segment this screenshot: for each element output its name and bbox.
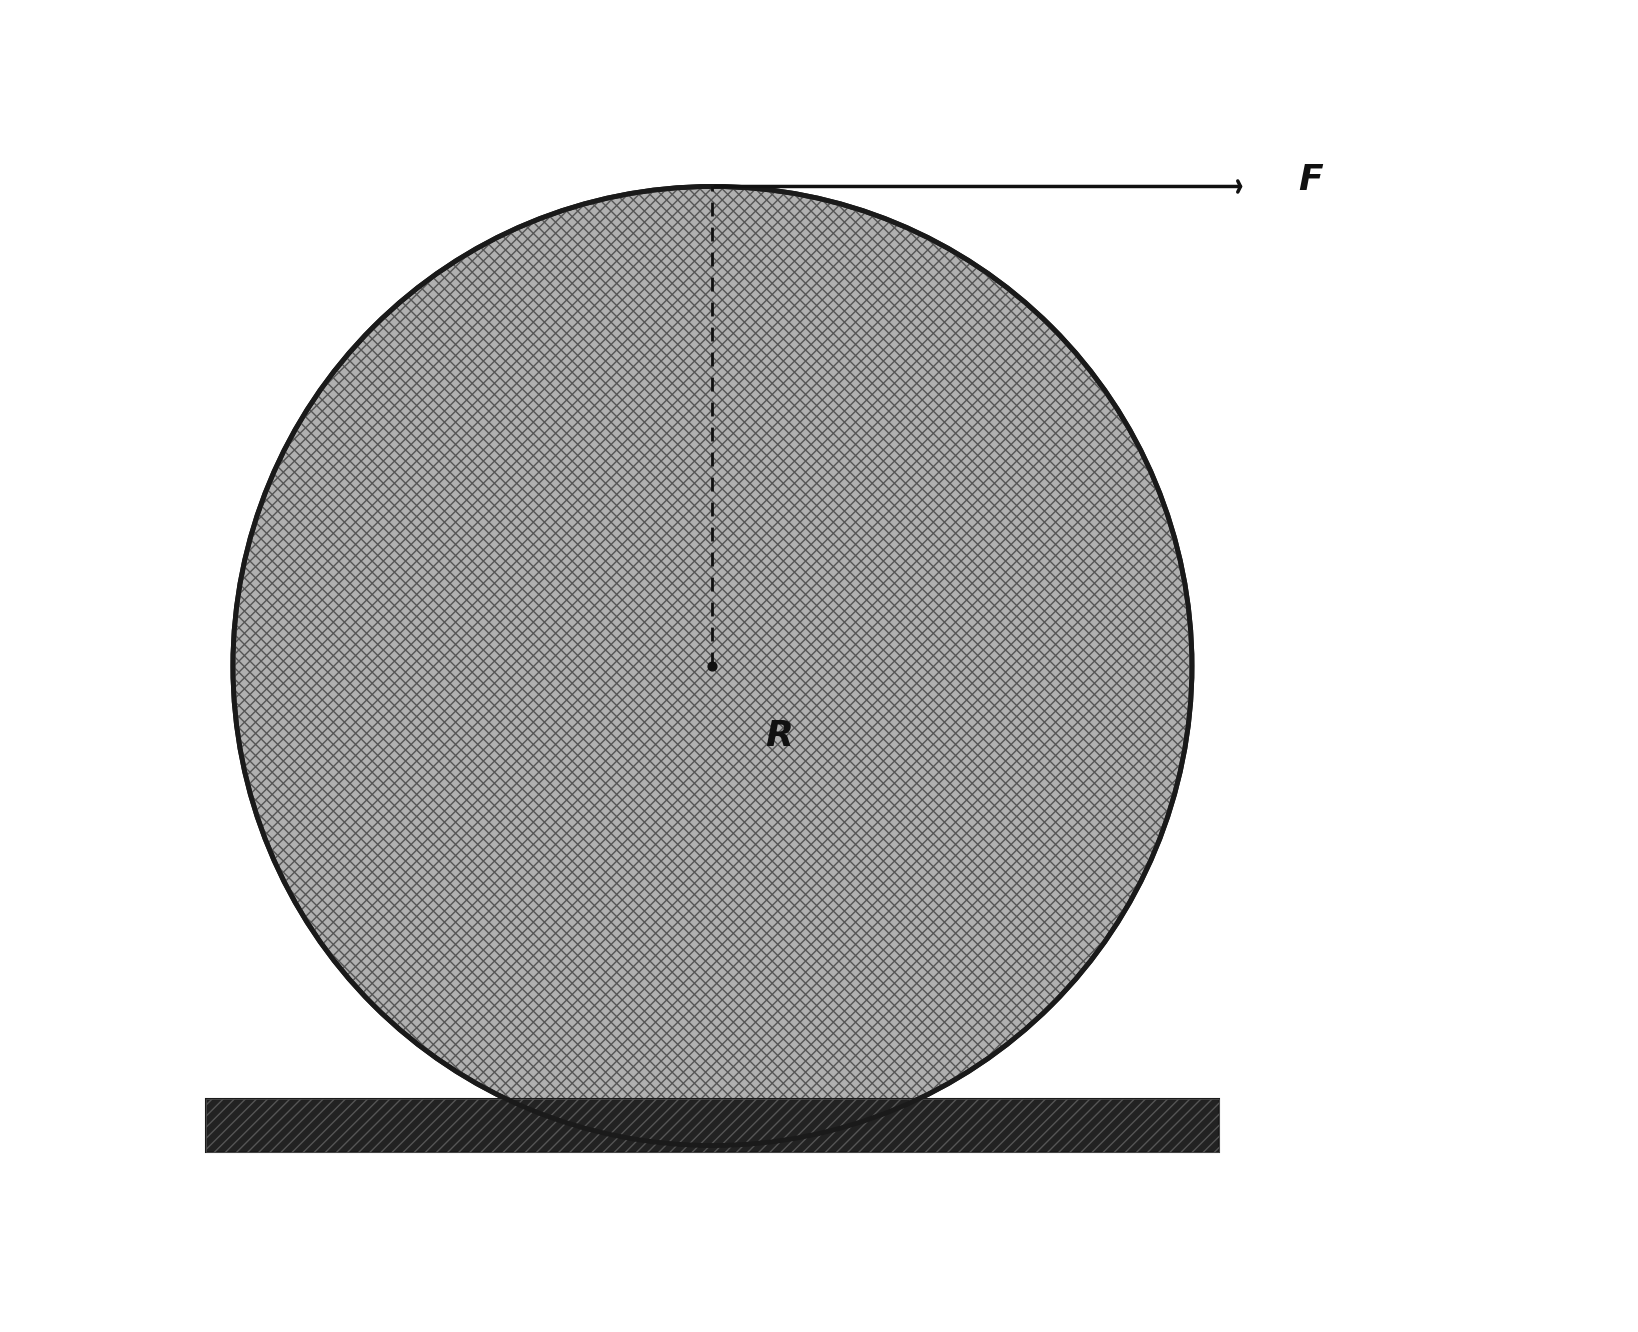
Circle shape: [233, 186, 1192, 1146]
Point: [699, 655, 726, 677]
Bar: [206, 1099, 1219, 1152]
Text: R: R: [765, 719, 793, 754]
Bar: [206, 1099, 1219, 1152]
Text: F: F: [1299, 163, 1324, 197]
